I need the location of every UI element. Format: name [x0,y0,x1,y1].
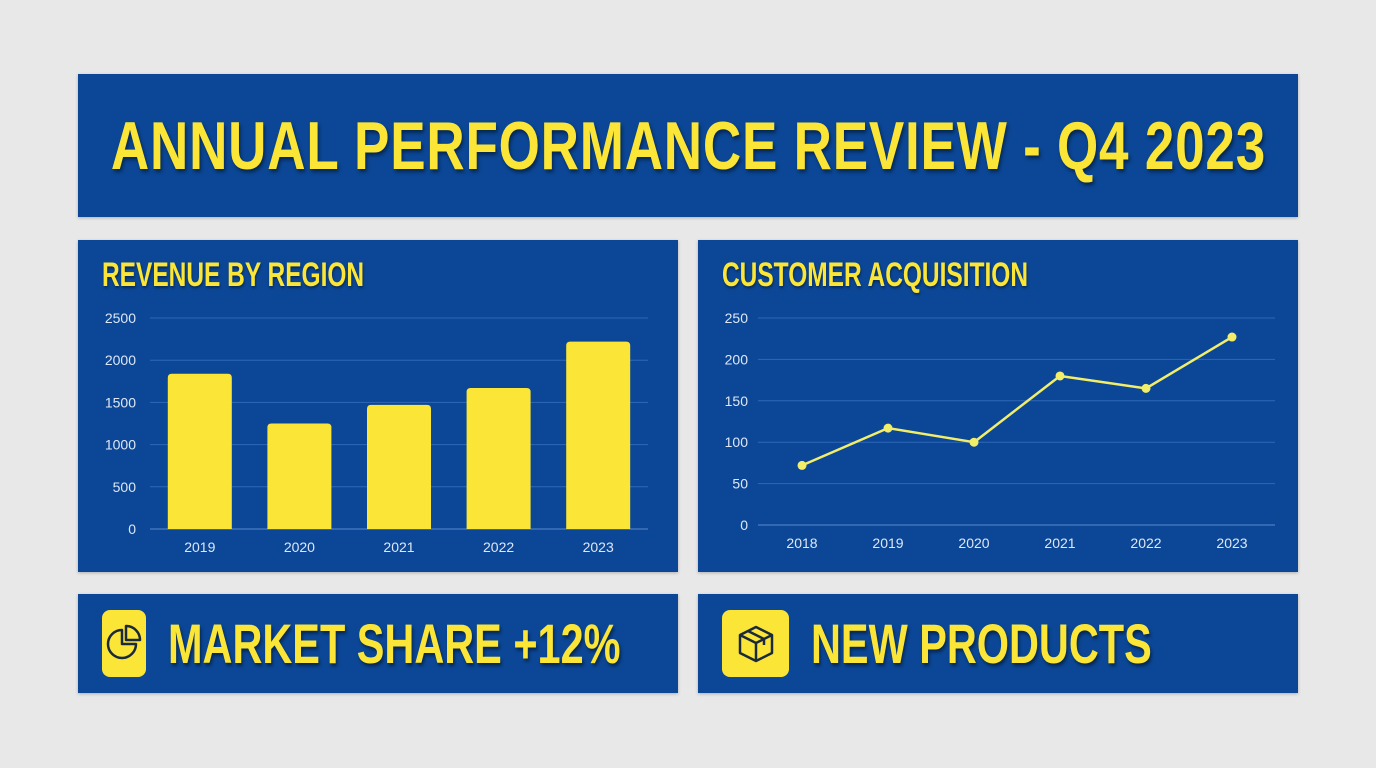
y-tick-label: 500 [113,479,137,495]
x-tick-label: 2021 [383,539,414,555]
y-tick-label: 50 [732,476,748,492]
data-point-2018 [797,460,807,470]
new-products-card: NEW PRODUCTS [698,594,1298,693]
acquisition-line [801,335,1233,467]
data-point-2022 [1141,383,1151,393]
y-tick-label: 250 [725,310,749,326]
revenue-chart-title: REVENUE BY REGION [102,256,365,294]
acquisition-chart-panel: CUSTOMER ACQUISITION 0 50 100 150 200 250 2018… [698,240,1298,572]
x-tick-label: 2022 [1130,535,1161,551]
revenue-chart-panel: REVENUE BY REGION 0 500 1000 1500 2000 2500 20… [78,240,678,572]
title-banner: ANNUAL PERFORMANCE REVIEW - Q4 2023 [78,74,1298,217]
x-tick-label: 2022 [483,539,514,555]
data-point-2021 [1055,371,1065,381]
page-title: ANNUAL PERFORMANCE REVIEW - Q4 2023 [110,107,1266,184]
bar-2020 [267,423,332,529]
x-tick-label: 2023 [1216,535,1247,551]
x-tick-label: 2020 [284,539,315,555]
data-point-2020 [969,437,979,447]
acquisition-line-chart: 0 50 100 150 200 250 2018 2019 2020 2021 2022 2023 [725,310,1275,551]
bar-2021 [367,404,431,529]
x-tick-label: 2020 [958,535,989,551]
data-point-2019 [883,423,893,433]
bar-2019 [167,373,232,529]
bar-2023 [566,341,631,529]
pie-chart-icon [102,610,146,677]
bar-2022 [466,388,531,529]
x-tick-label: 2018 [786,535,817,551]
y-tick-label: 0 [128,521,136,537]
y-tick-label: 1000 [105,437,136,453]
revenue-bar-chart: 0 500 1000 1500 2000 2500 2019 2020 2021 2022 2023 [105,310,648,555]
market-share-card: MARKET SHARE +12% [78,594,678,693]
market-share-label: MARKET SHARE +12% [168,612,621,675]
y-tick-label: 0 [740,517,748,533]
y-tick-label: 2000 [105,352,136,368]
y-tick-label: 200 [725,351,749,367]
box-icon [722,610,789,677]
x-tick-label: 2019 [872,535,903,551]
x-tick-label: 2023 [583,539,614,555]
x-tick-label: 2021 [1044,535,1075,551]
data-point-2023 [1227,332,1237,342]
y-tick-label: 100 [725,434,749,450]
y-tick-label: 2500 [105,310,136,326]
x-tick-label: 2019 [184,539,215,555]
acquisition-chart-title: CUSTOMER ACQUISITION [722,256,1029,294]
new-products-label: NEW PRODUCTS [811,612,1152,675]
y-tick-label: 150 [725,393,749,409]
y-tick-label: 1500 [105,394,136,410]
